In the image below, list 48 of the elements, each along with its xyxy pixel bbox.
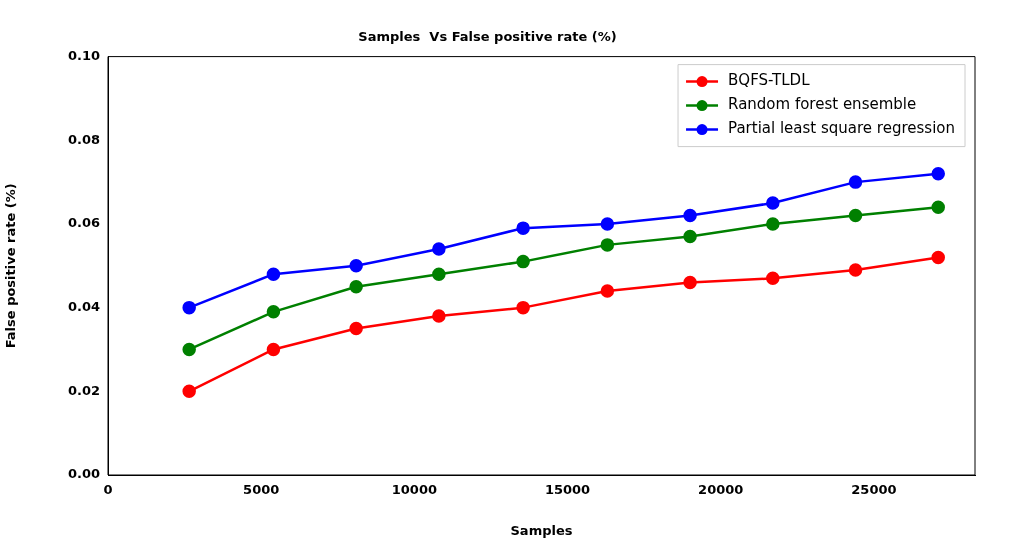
- point: [349, 279, 363, 294]
- point: [349, 259, 363, 273]
- point: [266, 267, 281, 281]
- point: [683, 208, 697, 223]
- x-tick-label: 5000: [243, 482, 280, 498]
- point: [182, 342, 196, 357]
- point: [848, 263, 863, 277]
- point: [432, 309, 446, 323]
- x-tick-label: 0: [103, 482, 113, 498]
- x-tick-label: 20000: [698, 482, 744, 498]
- point: [600, 217, 615, 231]
- point: [432, 267, 446, 281]
- point: [766, 217, 780, 231]
- x-tick-label: 25000: [851, 482, 897, 498]
- point: [432, 242, 446, 256]
- point: [683, 229, 697, 244]
- point: [182, 300, 196, 315]
- y-tick-label: 0.06: [67, 215, 100, 231]
- y-tick-label: 0.04: [67, 299, 100, 315]
- y-tick-label: 0.10: [67, 47, 100, 63]
- point: [266, 342, 281, 357]
- point: [848, 208, 863, 223]
- legend-label: Partial least square regression: [728, 119, 956, 138]
- x-axis-title: Samples: [510, 522, 573, 538]
- point: [766, 271, 780, 286]
- point: [182, 384, 196, 399]
- point: [349, 321, 363, 336]
- point: [683, 275, 697, 290]
- legend-label: BQFS-TLDL: [728, 71, 811, 90]
- y-tick-label: 0.02: [67, 382, 100, 398]
- point: [266, 305, 281, 319]
- chart-title: Samples Vs False positive rate (%): [358, 29, 617, 45]
- point: [931, 250, 945, 265]
- x-tick-label: 15000: [544, 482, 591, 498]
- y-tick-label: 0.00: [67, 466, 100, 482]
- x-tick-label: 10000: [391, 482, 437, 498]
- y-tick-label: 0.08: [67, 131, 100, 147]
- point: [516, 254, 530, 269]
- point: [516, 221, 530, 235]
- point: [931, 200, 945, 214]
- point: [600, 284, 615, 298]
- point: [848, 175, 863, 189]
- point: [516, 300, 530, 315]
- y-axis-title: False positive rate (%): [3, 183, 19, 349]
- legend-label: Random forest ensemble: [728, 95, 917, 114]
- point: [600, 238, 615, 252]
- point: [931, 167, 945, 181]
- point: [766, 196, 780, 210]
